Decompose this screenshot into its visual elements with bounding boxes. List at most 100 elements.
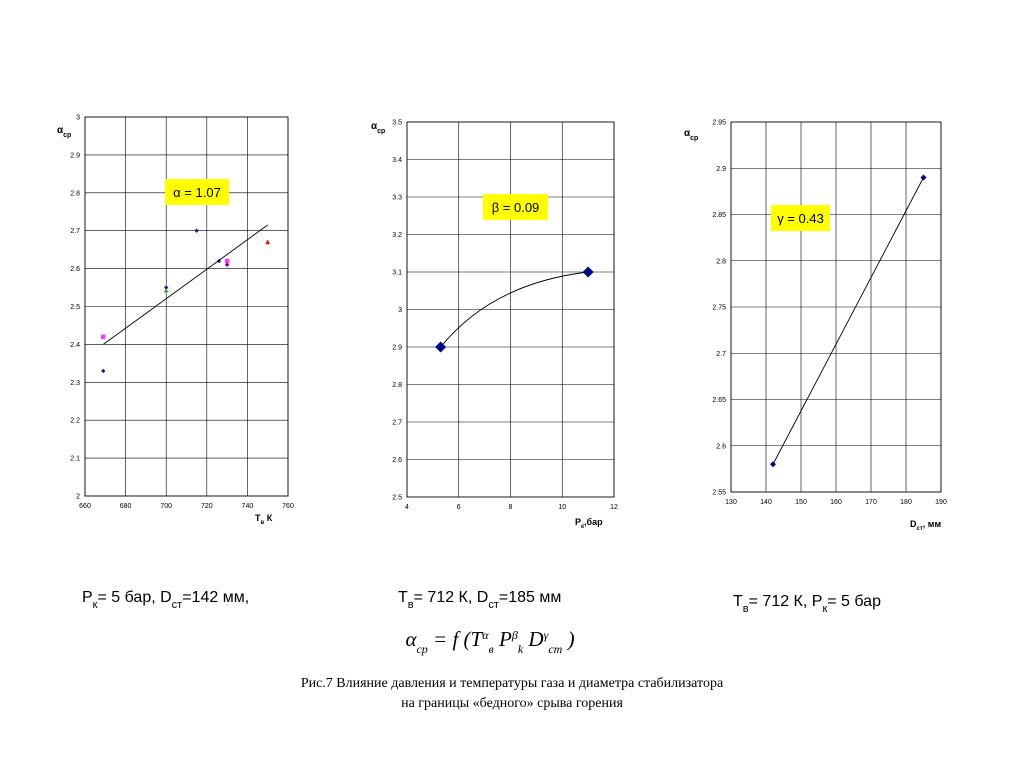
x-axis-label-part: к [581, 524, 584, 530]
x-tick-label: 190 [935, 499, 947, 506]
y-tick-label: 3.4 [392, 157, 402, 164]
x-tick-label: 760 [282, 503, 294, 510]
x-axis-label-part: D [910, 519, 917, 529]
x-axis-label-part: ст [917, 526, 923, 532]
point [101, 334, 106, 340]
x-tick-label: 10 [558, 504, 566, 511]
point [582, 266, 594, 278]
x-axis-label-part: P [575, 517, 581, 527]
formula: αср = f (Tαв Pβk Dγст ) [405, 627, 574, 656]
y-tick-label: 2.7 [70, 228, 80, 235]
y-tick-label: 2.9 [70, 152, 80, 159]
x-axis-label-part: Т [255, 513, 261, 523]
y-axis-label-part: ср [377, 128, 385, 135]
x-tick-label: 680 [120, 503, 132, 510]
caption-part: =142 мм, [182, 589, 249, 606]
point [920, 174, 927, 181]
y-tick-label: 3.3 [392, 195, 402, 202]
annotation-box [483, 194, 548, 220]
annotation: γ = 0.43 [777, 211, 824, 226]
formula-part: P [494, 627, 512, 651]
caption-part: =185 мм [499, 589, 561, 606]
x-tick-label: 180 [900, 499, 912, 506]
trend-line [440, 271, 589, 348]
caption-part: = 712 К, Р [749, 593, 823, 610]
x-tick-label: 720 [201, 503, 213, 510]
y-tick-label: 3.5 [392, 120, 402, 127]
x-tick-label: 12 [610, 504, 618, 511]
x-axis-label: Pк,бар [575, 517, 603, 530]
plot-frame [406, 121, 615, 498]
plot-frame [730, 121, 942, 493]
caption: Тв= 712 К, Рк= 5 бар [733, 593, 881, 615]
annotation-box [771, 205, 830, 231]
caption-part: Т [398, 589, 408, 606]
x-tick-label: 700 [160, 503, 172, 510]
annotation: α = 1.07 [173, 185, 221, 200]
y-tick-label: 2.75 [712, 305, 726, 312]
x-tick-label: 6 [457, 504, 461, 511]
formula-part: β [511, 628, 518, 642]
formula-part: α [405, 627, 417, 651]
x-tick-label: 160 [830, 499, 842, 506]
x-axis-label: Dст, мм [910, 519, 941, 532]
annotation-box [165, 179, 229, 205]
y-tick-label: 3 [76, 115, 80, 122]
y-tick-label: 2.6 [716, 443, 726, 450]
y-tick-label: 2.8 [70, 190, 80, 197]
plot-frame [84, 116, 289, 497]
trend-line [103, 224, 268, 345]
y-tick-label: 2.9 [716, 166, 726, 173]
y-tick-label: 2.7 [716, 351, 726, 358]
y-tick-label: 2.9 [392, 345, 402, 352]
x-axis-label-part: в [261, 520, 265, 526]
x-axis-label-part: , мм [923, 519, 942, 529]
y-tick-label: 2.95 [712, 120, 726, 127]
caption-part: в [408, 599, 414, 611]
y-tick-label: 2.1 [70, 456, 80, 463]
y-axis-label-part: α [684, 128, 691, 139]
caption-part: = 5 бар [827, 593, 881, 610]
trend-line [772, 177, 924, 465]
caption-part: в [743, 603, 749, 615]
y-tick-label: 2.3 [70, 380, 80, 387]
caption-part: к [822, 603, 827, 615]
formula-part: в [489, 642, 494, 656]
point [770, 461, 776, 468]
y-axis-label-part: ср [690, 135, 698, 142]
x-axis-label-part: К [264, 513, 273, 523]
x-tick-label: 8 [509, 504, 513, 511]
x-tick-label: 4 [405, 504, 409, 511]
caption: Тв= 712 К, Dст=185 мм [398, 589, 561, 611]
y-axis-label-part: α [371, 121, 378, 132]
caption-part: ст [172, 599, 183, 611]
x-tick-label: 740 [242, 503, 254, 510]
y-axis-label: αср [57, 125, 71, 139]
y-tick-label: 2.85 [712, 212, 726, 219]
y-tick-label: 3.1 [392, 270, 402, 277]
x-axis-label: Тв К [255, 513, 273, 526]
formula-part: ) [562, 627, 574, 651]
annotation: β = 0.09 [492, 200, 540, 215]
y-tick-label: 3.2 [392, 232, 402, 239]
y-tick-label: 2.65 [712, 397, 726, 404]
x-axis-label-part: ,бар [584, 517, 603, 527]
caption-part: Т [733, 593, 743, 610]
caption-part: ст [488, 599, 499, 611]
y-tick-label: 2.4 [70, 342, 80, 349]
point [224, 258, 230, 264]
x-tick-label: 140 [760, 499, 772, 506]
y-tick-label: 2 [76, 494, 80, 501]
formula-part: γ [544, 628, 549, 642]
caption-part: P [82, 589, 93, 606]
caption-part: к [93, 599, 98, 611]
figure-caption: Рис.7 Влияние давления и температуры газ… [301, 676, 724, 691]
y-tick-label: 3 [398, 307, 402, 314]
y-tick-label: 2.5 [392, 495, 402, 502]
x-tick-label: 150 [795, 499, 807, 506]
caption-part: = 712 К, D [414, 589, 489, 606]
y-tick-label: 2.5 [70, 304, 80, 311]
x-tick-label: 130 [725, 499, 737, 506]
point [435, 341, 447, 353]
